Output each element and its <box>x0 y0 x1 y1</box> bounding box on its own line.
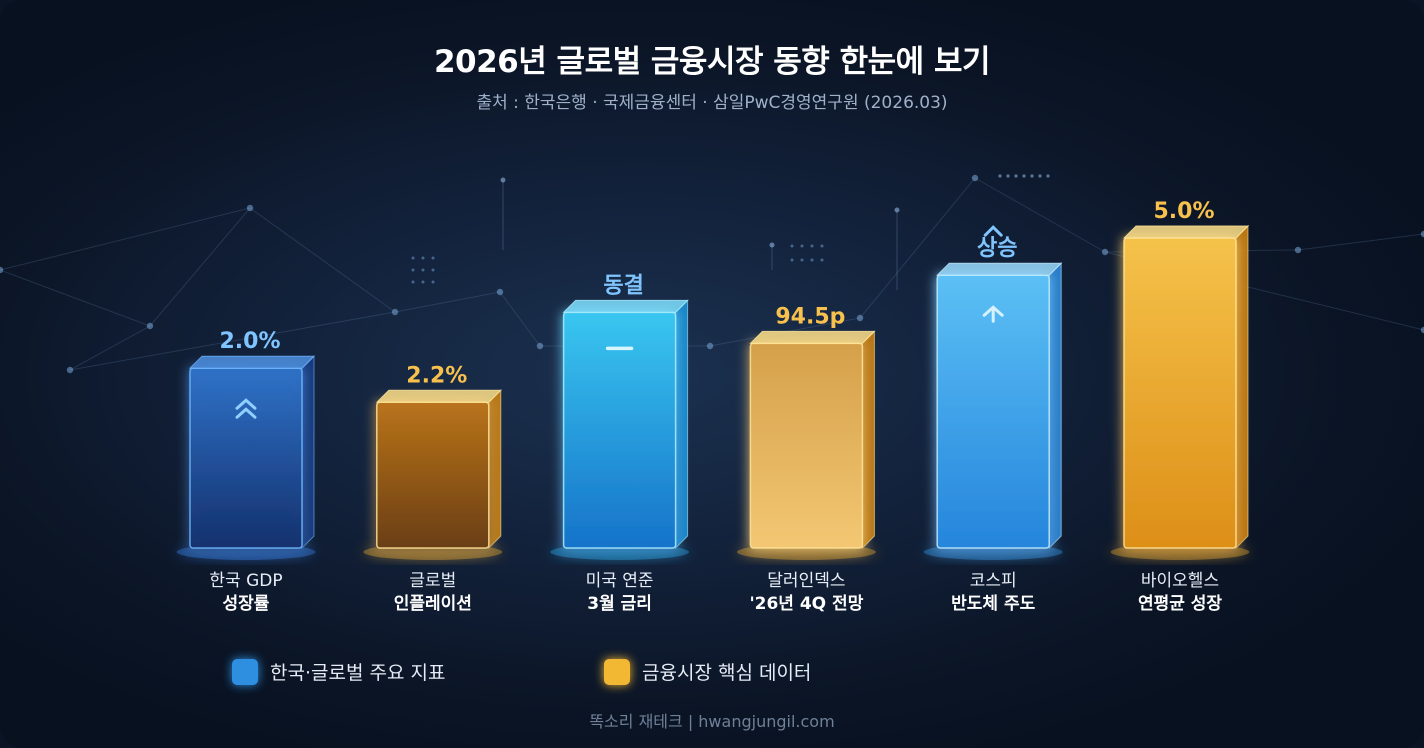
double-chevron-up-icon <box>235 398 257 419</box>
bar-side-face <box>1048 261 1062 550</box>
category-label-line2: '26년 4Q 전망 <box>749 594 863 614</box>
category-label-line2: 반도체 주도 <box>951 594 1035 614</box>
footer-credit: 똑소리 재테크 | hwangjungil.com <box>589 712 835 731</box>
bar-side-face <box>301 354 315 550</box>
bar-side-face <box>675 299 689 550</box>
legend-item-blue: 한국·글로벌 주요 지표 <box>232 658 445 685</box>
value-label: 5.0% <box>1153 199 1214 224</box>
bar-top-face <box>935 262 1063 276</box>
category-label-line2: 인플레이션 <box>394 594 472 614</box>
category-label-line2: 연평균 성장 <box>1138 594 1222 614</box>
bar-1: 2.0% 한국 GDP 성장률 <box>176 329 316 614</box>
legend-swatch-gold <box>604 658 630 685</box>
chevron-up-icon <box>982 305 1004 323</box>
value-label: 2.0% <box>219 329 280 354</box>
chart-subtitle: 출처 : 한국은행 · 국제금융센터 · 삼일PwC경영연구원 (2026.03… <box>476 93 948 113</box>
legend-label-gold: 금융시장 핵심 데이터 <box>642 662 812 684</box>
bar-top-face <box>562 299 689 313</box>
legend-item-gold: 금융시장 핵심 데이터 <box>604 658 811 685</box>
bar-top-face <box>375 389 503 403</box>
value-label: 상승 <box>977 236 1017 261</box>
category-label-line1: 달러인덱스 <box>767 571 845 591</box>
bar-front-face <box>1123 237 1237 549</box>
chart-title: 2026년 글로벌 금융시장 동향 한눈에 보기 <box>433 44 991 80</box>
bar-side-face <box>1235 224 1249 550</box>
legend-swatch-blue <box>232 658 258 685</box>
category-label-line1: 코스피 <box>970 571 1017 591</box>
bar-front-face <box>189 367 303 549</box>
category-label-line2: 성장률 <box>223 594 270 614</box>
category-label-line1: 미국 연준 <box>586 571 654 591</box>
bar-4: 94.5p 달러인덱스 '26년 4Q 전망 <box>736 304 876 614</box>
value-label: 94.5p <box>775 304 845 329</box>
category-label-line1: 바이오헬스 <box>1141 571 1219 591</box>
category-label-line1: 글로벌 <box>409 571 456 591</box>
category-label-line1: 한국 GDP <box>209 571 282 591</box>
legend-label-blue: 한국·글로벌 주요 지표 <box>270 662 446 684</box>
bar-front-face <box>376 401 490 549</box>
value-label: 동결 <box>603 273 643 298</box>
bar-side-face <box>488 389 502 550</box>
bar-top-face <box>188 355 316 369</box>
bar-top-face <box>749 330 876 344</box>
bar-top-face <box>1122 225 1250 239</box>
bar-front-face <box>749 342 864 549</box>
value-label: 2.2% <box>406 363 467 388</box>
category-label-line2: 3월 금리 <box>587 594 652 614</box>
bar-side-face <box>861 330 875 550</box>
chevron-up-icon <box>983 225 1003 237</box>
